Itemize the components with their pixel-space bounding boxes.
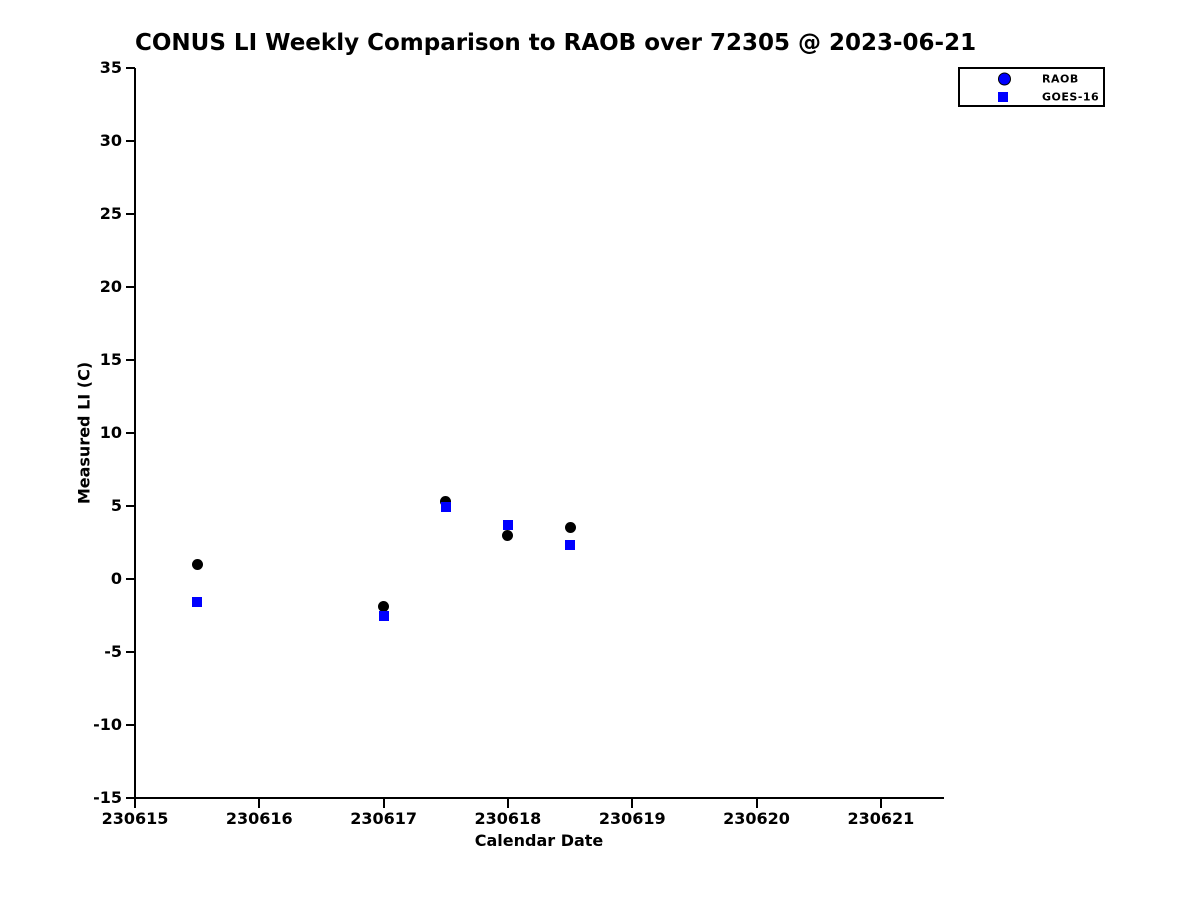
legend: RAOB GOES-16 <box>958 67 1105 107</box>
x-tick <box>879 799 882 808</box>
goes-16-square-marker-icon <box>998 91 1008 102</box>
y-axis-line <box>134 68 136 800</box>
y-tick <box>126 578 135 580</box>
y-tick <box>126 359 135 361</box>
x-tick-label: 230617 <box>350 809 417 828</box>
data-point-raob <box>378 601 390 613</box>
y-tick <box>126 67 135 69</box>
y-tick-label: 25 <box>99 204 122 223</box>
data-point-goes-16 <box>440 502 451 513</box>
x-tick <box>631 799 634 808</box>
y-tick <box>126 505 135 507</box>
data-point-raob <box>440 496 452 508</box>
y-tick-label: -10 <box>93 715 122 734</box>
raob-circle-marker-icon <box>998 72 1011 85</box>
data-point-raob <box>564 522 576 534</box>
y-tick <box>126 286 135 288</box>
x-tick-label: 230616 <box>225 809 293 828</box>
x-tick <box>134 799 136 808</box>
x-tick <box>506 799 509 808</box>
x-axis-label: Calendar Date <box>474 831 604 850</box>
y-tick-label: 35 <box>99 58 122 77</box>
x-tick <box>755 799 758 808</box>
y-tick-label: 10 <box>99 423 122 442</box>
y-tick-label: 0 <box>110 569 122 588</box>
legend-label-raob: RAOB <box>1042 72 1079 85</box>
x-tick-label: 230621 <box>847 809 915 828</box>
x-tick-label: 230615 <box>101 809 169 828</box>
y-tick <box>126 213 135 215</box>
data-point-goes-16 <box>378 610 389 621</box>
legend-item-goes-16: GOES-16 <box>960 87 1103 106</box>
chart-title: CONUS LI Weekly Comparison to RAOB over … <box>135 30 977 56</box>
data-point-raob <box>191 558 203 570</box>
data-point-raob <box>502 529 514 541</box>
y-tick <box>126 797 135 799</box>
x-tick-label: 230620 <box>723 809 790 828</box>
y-tick <box>126 724 135 726</box>
legend-item-raob: RAOB <box>960 69 1103 88</box>
data-point-goes-16 <box>565 540 576 551</box>
x-tick-label: 230619 <box>598 809 666 828</box>
y-tick-label: -5 <box>104 642 122 661</box>
x-axis-line <box>134 797 944 799</box>
y-tick-label: 30 <box>99 131 122 150</box>
x-tick <box>382 799 385 808</box>
y-tick <box>126 140 135 142</box>
data-point-goes-16 <box>502 519 513 530</box>
y-tick <box>126 651 135 653</box>
data-point-goes-16 <box>192 597 203 608</box>
y-tick-label: 5 <box>110 496 122 515</box>
y-tick-label: 20 <box>99 277 122 296</box>
y-tick <box>126 432 135 434</box>
x-tick <box>258 799 261 808</box>
y-tick-label: -15 <box>93 788 122 807</box>
x-tick-label: 230618 <box>474 809 542 828</box>
y-tick-label: 15 <box>99 350 122 369</box>
legend-label-goes-16: GOES-16 <box>1042 90 1100 103</box>
